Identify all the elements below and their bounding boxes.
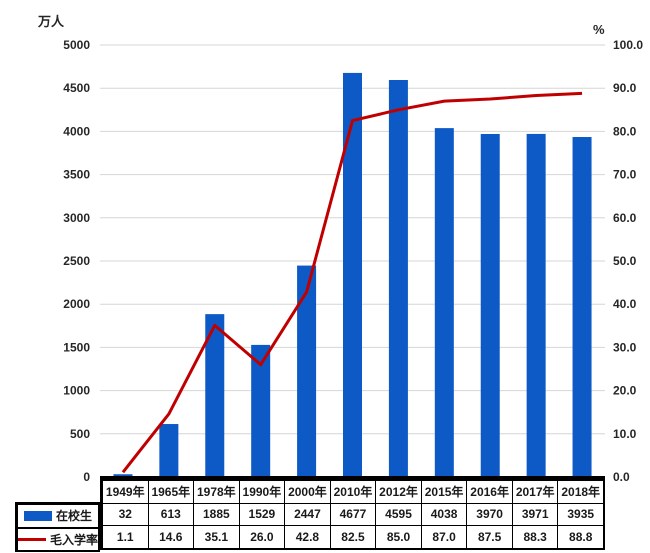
table-col-header: 2017年 [511, 480, 559, 504]
right-axis-tick-label: 60.0 [613, 211, 637, 225]
table-value-cell: 1.1 [102, 525, 149, 549]
left-axis-tick-label: 1500 [63, 340, 90, 354]
table-value-cell: 14.6 [147, 525, 195, 549]
bar-1949年 [113, 474, 133, 477]
legend-series-label: 毛入学率 [50, 532, 99, 547]
left-axis-tick-label: 0 [83, 470, 90, 484]
bar-1965年 [159, 424, 179, 477]
table-col-header: 2000年 [284, 480, 331, 504]
left-axis-tick-label: 500 [70, 427, 90, 441]
bar-1978年 [205, 314, 225, 477]
table-value-cell: 32 [102, 502, 149, 527]
trend-line [121, 91, 583, 474]
table-col-header: 1949年 [102, 480, 149, 504]
table-value-cell: 3971 [511, 502, 559, 527]
table-col-header: 2015年 [420, 480, 468, 504]
table-value-cell: 3970 [466, 502, 513, 527]
table-value-cell: 88.3 [511, 525, 559, 549]
left-axis-tick-label: 4000 [63, 124, 90, 138]
right-axis-tick-label: 90.0 [613, 81, 637, 95]
right-axis-tick-label: 50.0 [613, 254, 637, 268]
bar-2015年 [434, 128, 454, 477]
left-axis-tick-label: 4500 [63, 81, 90, 95]
table-value-cell: 88.8 [557, 525, 604, 549]
right-axis-tick-label: 20.0 [613, 384, 637, 398]
left-axis-tick-label: 2000 [63, 297, 90, 311]
table-data-box: 1949年 1965年 1978年 1990年 2000年 2010年 2012年 2015年… [100, 478, 605, 550]
table-col-header: 1965年 [147, 480, 195, 504]
bar-1990年 [251, 344, 271, 477]
right-axis-tick-label: 40.0 [613, 297, 637, 311]
table-value-cell: 82.5 [329, 525, 377, 549]
table-value-cell: 1529 [238, 502, 286, 527]
table-col-header: 2012年 [375, 480, 422, 504]
table-value-cell: 4677 [329, 502, 377, 527]
table-value-cell: 2447 [284, 502, 331, 527]
left-axis-tick-label: 1000 [63, 384, 90, 398]
table-col-header: 1978年 [193, 480, 240, 504]
table-value-cell: 87.5 [466, 525, 513, 549]
table-value-cell: 4595 [375, 502, 422, 527]
right-axis-tick-label: 70.0 [613, 168, 637, 182]
left-axis-tick-label: 5000 [63, 38, 90, 52]
table-value-cell: 26.0 [238, 525, 286, 549]
bar-2012年 [388, 79, 408, 477]
legend-series-label: 在校生 [55, 509, 92, 524]
table-col-header: 2018年 [557, 480, 604, 504]
right-axis-tick-label: 10.0 [613, 427, 637, 441]
bar-2016年 [480, 133, 500, 477]
left-axis-unit-label: 万人 [38, 14, 65, 29]
table-value-cell: 85.0 [375, 525, 422, 549]
table-value-cell: 35.1 [193, 525, 240, 549]
table-value-cell: 613 [147, 502, 195, 527]
table-col-header: 2010年 [329, 480, 377, 504]
right-axis-tick-label: 0.0 [613, 470, 630, 484]
table-col-header: 2016年 [466, 480, 513, 504]
table-row-header: 在校生 [17, 504, 99, 528]
table-value-cell: 4038 [420, 502, 468, 527]
legend-bar-swatch [23, 510, 52, 521]
bar-2000年 [297, 265, 317, 477]
bar-2018年 [572, 137, 592, 478]
bar-2010年 [343, 72, 362, 478]
table-value-cell: 87.0 [420, 525, 468, 549]
right-axis-tick-label: 80.0 [613, 124, 637, 138]
bar-2017年 [526, 133, 546, 478]
left-axis-tick-label: 3000 [63, 211, 90, 225]
legend-line-swatch [18, 537, 46, 541]
table-legend-box: 在校生 毛入学率 [15, 502, 100, 552]
table-row-header: 毛入学率 [17, 527, 99, 552]
right-axis-tick-label: 100.0 [613, 38, 643, 52]
left-axis-tick-label: 3500 [63, 168, 90, 182]
table-value-cell: 3935 [557, 502, 604, 527]
table-value-cell: 42.8 [284, 525, 331, 549]
table-value-cell: 1885 [193, 502, 240, 527]
right-axis-tick-label: 30.0 [613, 340, 637, 354]
table-col-header: 1990年 [238, 480, 286, 504]
right-axis-unit-label: % [593, 22, 605, 37]
left-axis-tick-label: 2500 [63, 254, 90, 268]
